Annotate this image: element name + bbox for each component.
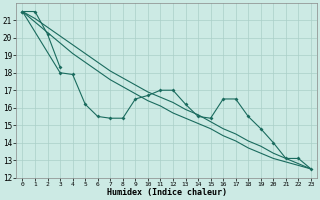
X-axis label: Humidex (Indice chaleur): Humidex (Indice chaleur)	[107, 188, 227, 197]
